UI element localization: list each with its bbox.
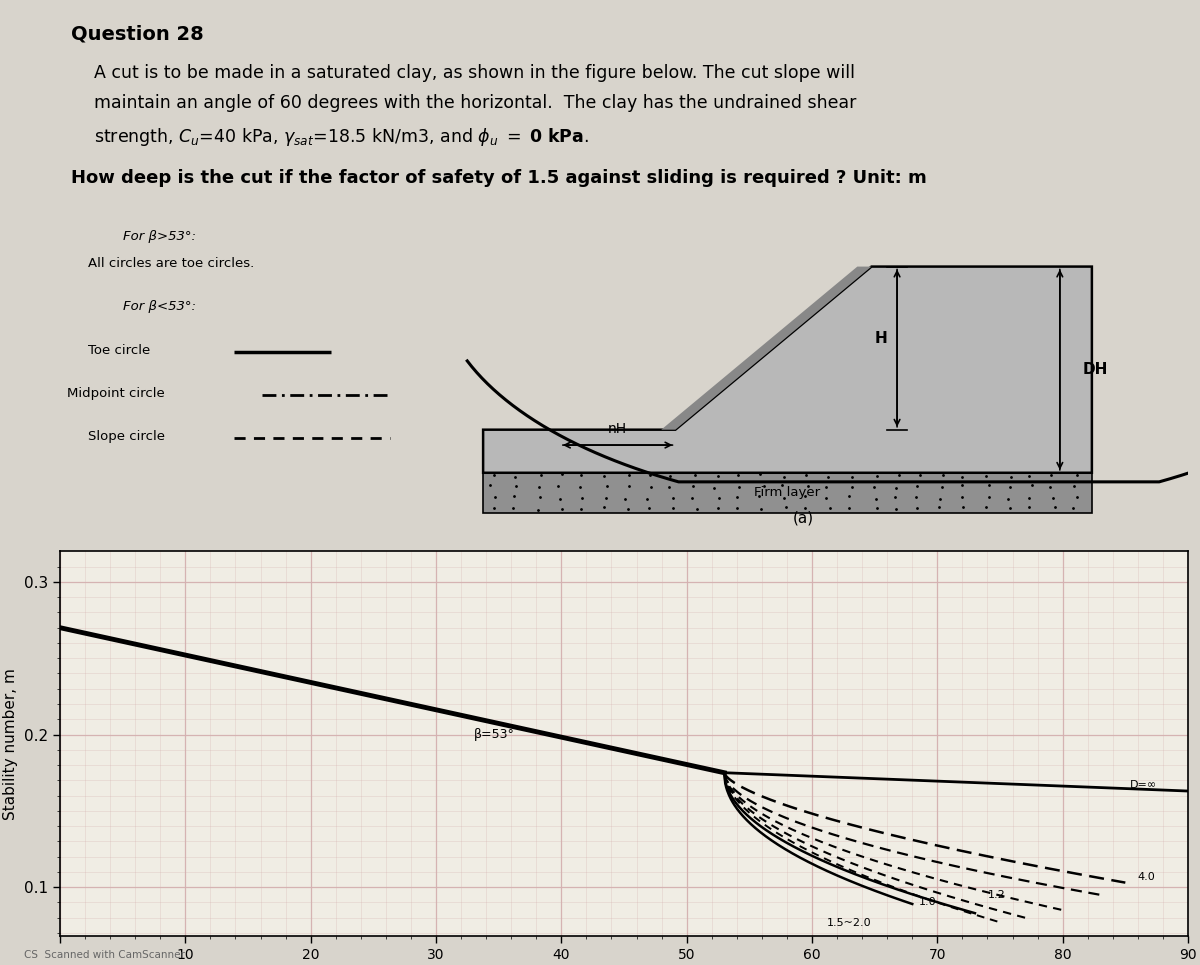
Text: CS  Scanned with CamScanner: CS Scanned with CamScanner bbox=[24, 951, 185, 960]
Text: A cut is to be made in a saturated clay, as shown in the figure below. The cut s: A cut is to be made in a saturated clay,… bbox=[94, 64, 854, 82]
Text: 1.5~2.0: 1.5~2.0 bbox=[827, 919, 872, 928]
Text: strength, $C_u$=40 kPa, $\gamma_{sat}$=18.5 kN/m3, and $\phi_u$ $=$ $\mathbf{0\ : strength, $C_u$=40 kPa, $\gamma_{sat}$=1… bbox=[94, 126, 589, 148]
Text: For β<53°:: For β<53°: bbox=[122, 300, 196, 314]
Text: maintain an angle of 60 degrees with the horizontal.  The clay has the undrained: maintain an angle of 60 degrees with the… bbox=[94, 94, 857, 112]
Text: 1.0: 1.0 bbox=[918, 897, 936, 907]
Text: DH: DH bbox=[1082, 362, 1108, 377]
Text: Toe circle: Toe circle bbox=[88, 344, 150, 356]
Polygon shape bbox=[661, 266, 871, 429]
Text: Question 28: Question 28 bbox=[71, 25, 204, 43]
Text: Slope circle: Slope circle bbox=[88, 429, 164, 443]
Text: β=53°: β=53° bbox=[474, 728, 515, 741]
Polygon shape bbox=[484, 266, 1092, 473]
Text: nH: nH bbox=[608, 422, 628, 436]
Text: How deep is the cut if the factor of safety of 1.5 against sliding is required ?: How deep is the cut if the factor of saf… bbox=[71, 169, 928, 187]
Text: All circles are toe circles.: All circles are toe circles. bbox=[88, 258, 254, 270]
Text: 4.0: 4.0 bbox=[1138, 871, 1156, 881]
Polygon shape bbox=[484, 473, 1092, 512]
Text: D=∞: D=∞ bbox=[1129, 780, 1157, 789]
Text: 1.2: 1.2 bbox=[988, 890, 1006, 899]
Text: Midpoint circle: Midpoint circle bbox=[67, 387, 164, 400]
Text: (a): (a) bbox=[793, 510, 814, 525]
Text: H: H bbox=[875, 331, 888, 346]
Y-axis label: Stability number, m: Stability number, m bbox=[4, 668, 18, 819]
Text: Firm layer: Firm layer bbox=[755, 486, 821, 499]
Text: For β>53°:: For β>53°: bbox=[122, 230, 196, 242]
